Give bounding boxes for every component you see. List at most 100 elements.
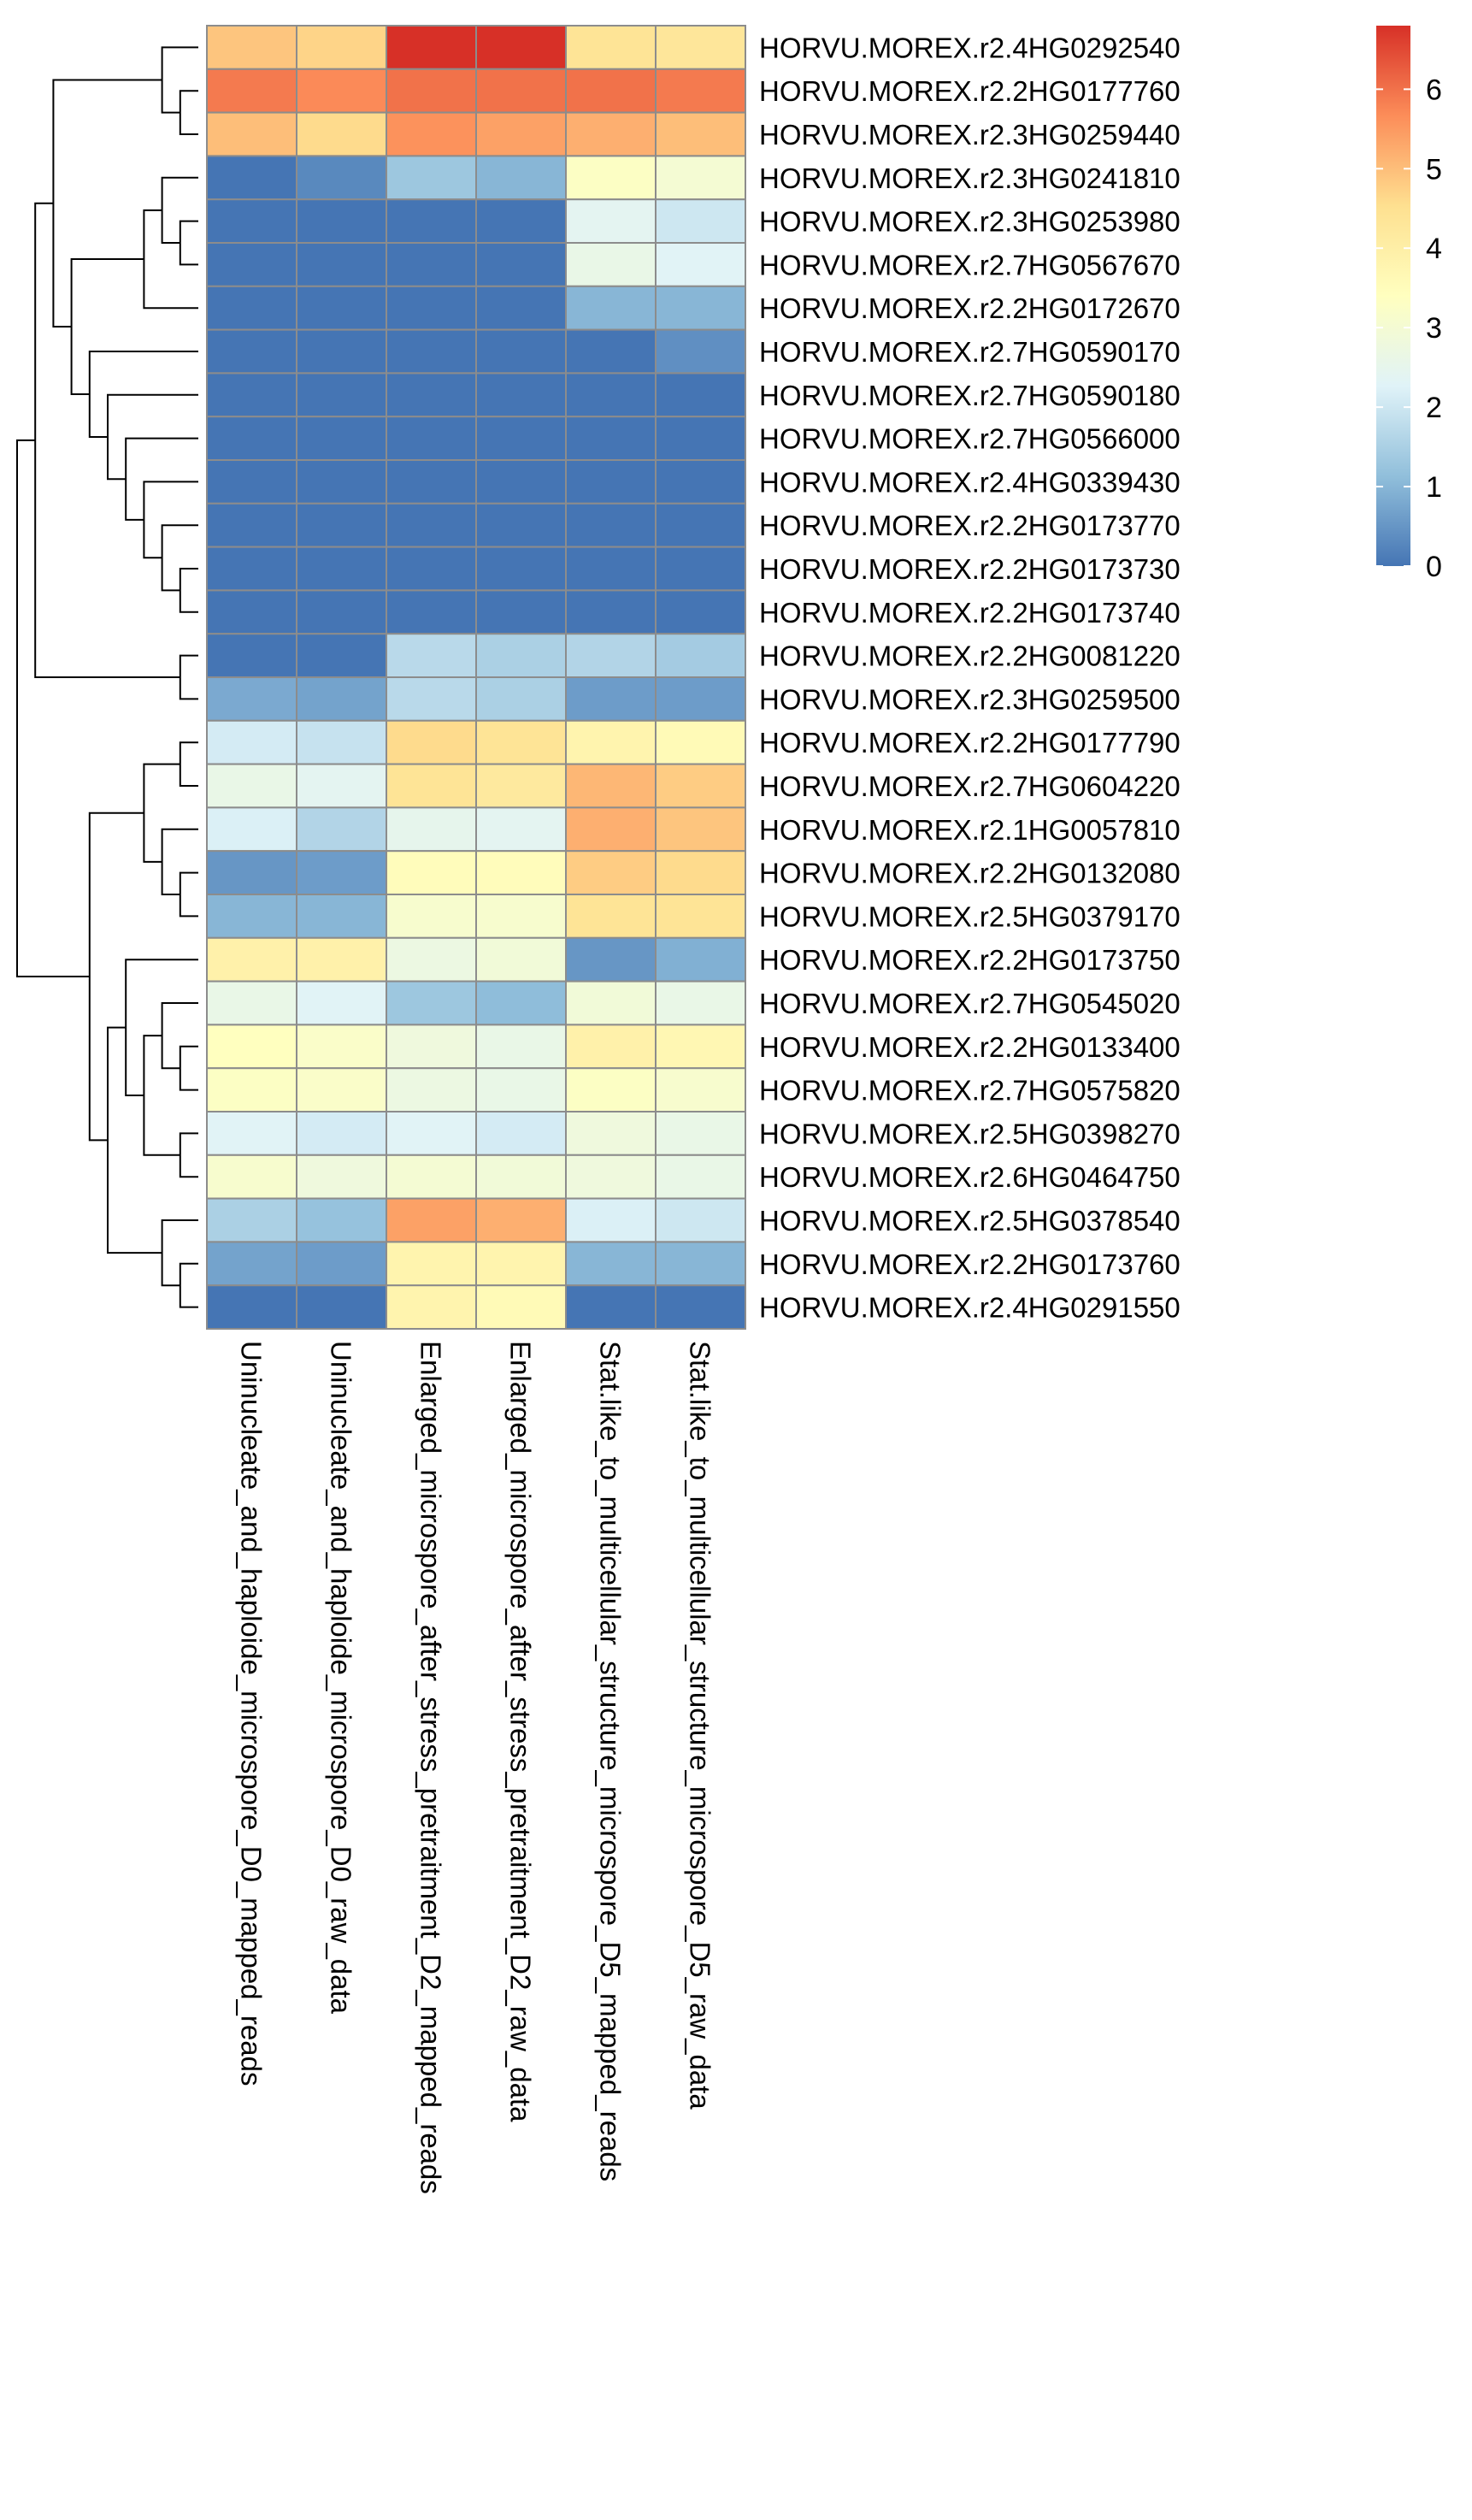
column-label: Enlarged_microspore_after_stress_pretrai… [415,1341,447,2194]
heatmap-cell [296,111,387,157]
heatmap-cell [386,894,477,939]
heatmap-cell [386,242,477,287]
heatmap-cell [296,806,387,853]
row-label: HORVU.MOREX.r2.5HG0398270 [759,1118,1181,1149]
row-label: HORVU.MOREX.r2.4HG0291550 [759,1292,1181,1324]
heatmap-cell [475,633,567,679]
heatmap-cell [206,936,297,983]
row-label: HORVU.MOREX.r2.3HG0259500 [759,683,1181,715]
heatmap-cell [565,894,657,939]
heatmap-cell [655,850,746,896]
column-labels: Uninucleate_and_haploide_microspore_D0_m… [236,1341,716,2194]
heatmap-cell [655,459,746,505]
heatmap-cell [386,1197,477,1243]
heatmap-cell [206,589,297,635]
heatmap-cell [475,763,567,809]
heatmap-cell [296,676,387,722]
heatmap-cell [386,68,477,114]
heatmap-cell [565,633,657,679]
heatmap-cell [386,155,477,201]
heatmap-cell [206,1067,297,1112]
heatmap-cell [386,502,477,548]
heatmap-cell [206,894,297,939]
heatmap-cell [206,1024,297,1070]
heatmap-cell [206,1111,297,1156]
heatmap-cell [475,850,567,896]
heatmap-cell [655,416,746,462]
heatmap-cell [565,285,657,331]
heatmap-cell [475,25,567,70]
dendrogram-branch [179,1132,198,1178]
heatmap-cell [565,111,657,157]
heatmap-cell [475,1111,567,1156]
heatmap-cell [296,1024,387,1070]
heatmap-cell [565,806,657,853]
row-label: HORVU.MOREX.r2.1HG0057810 [759,814,1181,846]
row-label: HORVU.MOREX.r2.2HG0133400 [759,1031,1181,1063]
row-label: HORVU.MOREX.r2.3HG0253980 [759,206,1181,238]
row-label: HORVU.MOREX.r2.7HG0604220 [759,770,1181,802]
heatmap-cell [475,1197,567,1243]
dendrogram-branch [179,220,198,266]
heatmap-cell [565,155,657,201]
heatmap-cell [565,25,657,70]
heatmap-cell [565,1241,657,1287]
dendrogram-branch [88,811,144,1142]
row-label: HORVU.MOREX.r2.2HG0177760 [759,75,1181,107]
heatmap-cell [296,763,387,809]
heatmap-cell [296,155,387,201]
dendrogram-branch [107,393,198,481]
row-label: HORVU.MOREX.r2.2HG0173730 [759,553,1181,585]
dendrogram-branch [143,209,198,310]
heatmap-cell [655,242,746,287]
heatmap-cell [206,198,297,244]
heatmap-cell [475,502,567,548]
row-label: HORVU.MOREX.r2.7HG0566000 [759,423,1181,455]
heatmap-cell [655,894,746,939]
heatmap-cell [206,1241,297,1287]
heatmap-cell [655,155,746,201]
row-label: HORVU.MOREX.r2.7HG0545020 [759,988,1181,1019]
heatmap-cell [475,1241,567,1287]
heatmap-cell [386,980,477,1026]
heatmap-cell [655,328,746,375]
dendrogram-branch [52,79,162,328]
heatmap-cell [296,633,387,679]
heatmap-cell [565,242,657,287]
heatmap-cell [655,1111,746,1156]
heatmap-cell [565,459,657,505]
heatmap-cell [296,980,387,1026]
column-label: Enlarged_microspore_after_stress_pretrai… [505,1341,537,2122]
heatmap-cell [475,980,567,1026]
heatmap-cell [206,328,297,375]
heatmap-cell [475,719,567,765]
heatmap-cell [386,763,477,809]
heatmap-cell [296,1067,387,1112]
heatmap-cell [565,68,657,114]
heatmap-cell [475,894,567,939]
row-label: HORVU.MOREX.r2.2HG0173760 [759,1248,1181,1280]
heatmap-cell [386,633,477,679]
heatmap-cell [655,1197,746,1243]
dendrogram-branch [179,741,198,787]
heatmap-cell [655,980,746,1026]
heatmap-cell [206,68,297,114]
row-labels: HORVU.MOREX.r2.4HG0292540 HORVU.MOREX.r2.… [759,32,1181,1323]
heatmap-cell [296,328,387,375]
dendrogram-branch [107,1026,162,1254]
color-tick-label: 2 [1426,392,1442,424]
color-tick-label: 5 [1426,153,1442,186]
row-label: HORVU.MOREX.r2.3HG0259440 [759,119,1181,150]
heatmap-cell [386,459,477,505]
heatmap-cell [655,936,746,983]
dendrogram-branch [125,437,198,521]
color-legend: 0 1 2 3 4 5 6 [1376,26,1442,583]
heatmap-cell [296,1111,387,1156]
heatmap-cell [655,1154,746,1200]
heatmap-cell [565,502,657,548]
column-label: Stat.like_to_multicellular_structure_mic… [595,1341,627,2181]
heatmap-cell [296,850,387,896]
heatmap-cell [475,198,567,244]
heatmap-cell [655,806,746,853]
heatmap-cell [296,1284,387,1330]
